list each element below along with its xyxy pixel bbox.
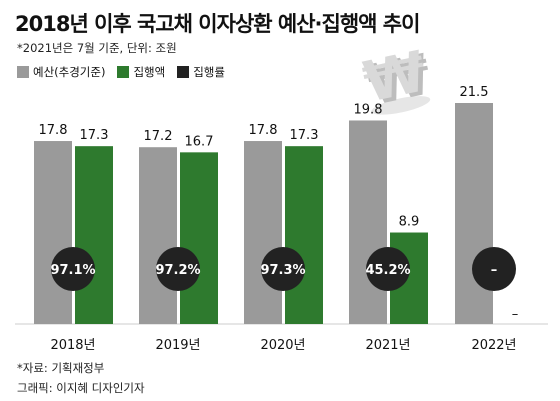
bar-executed: [75, 146, 113, 324]
legend-item-budget: 예산(추경기준): [17, 64, 105, 80]
bar-budget: [349, 120, 387, 324]
chart-title: 2018년 이후 국고채 이자상환 예산·집행액 추이: [15, 12, 420, 36]
bar-budget: [34, 141, 72, 324]
source-note: *자료: 기획재정부: [17, 361, 105, 375]
rate-label: –: [491, 263, 498, 278]
bar-executed: [285, 146, 323, 324]
legend-label-executed: 집행액: [133, 65, 166, 79]
rate-circle: [472, 247, 516, 291]
data-label-budget: 21.5: [460, 85, 489, 100]
rate-label: 97.3%: [260, 263, 305, 278]
x-tick-label: 2018년: [50, 338, 95, 353]
x-tick-label: 2022년: [471, 338, 516, 353]
chart-legend: 예산(추경기준) 집행액 집행률: [17, 64, 237, 80]
won-symbol-icon: ₩ ₩: [358, 39, 437, 119]
svg-text:₩: ₩: [358, 39, 432, 115]
data-label-budget: 17.8: [39, 123, 68, 138]
bar-executed: [180, 152, 218, 324]
legend-item-executed: 집행액: [117, 64, 165, 80]
rate-label: 45.2%: [365, 263, 410, 278]
rate-circle: [51, 247, 95, 291]
data-label-budget: 17.2: [144, 129, 173, 144]
bar-budget: [455, 103, 493, 324]
legend-swatch-executed: [117, 66, 130, 78]
legend-label-budget: 예산(추경기준): [33, 65, 106, 79]
data-label-executed: 16.7: [185, 134, 214, 149]
data-label-executed: 8.9: [399, 215, 420, 230]
x-tick-label: 2021년: [365, 338, 410, 353]
graphic-credit: 그래픽: 이지혜 디자인기자: [17, 381, 145, 395]
svg-text:₩: ₩: [363, 42, 437, 118]
data-label-executed: –: [512, 307, 519, 322]
legend-swatch-budget: [17, 66, 29, 78]
rate-circle: [261, 247, 305, 291]
legend-swatch-rate: [177, 66, 190, 78]
legend-label-rate: 집행률: [193, 65, 225, 79]
bar-budget: [139, 147, 177, 324]
data-label-executed: 17.3: [80, 128, 109, 143]
chart-note: *2021년은 7월 기준, 단위: 조원: [17, 41, 177, 55]
bar-budget: [244, 141, 282, 324]
x-tick-label: 2020년: [260, 338, 305, 353]
rate-circle: [156, 247, 200, 291]
data-label-budget: 19.8: [354, 102, 383, 117]
data-label-budget: 17.8: [249, 123, 278, 138]
data-label-executed: 17.3: [290, 128, 319, 143]
rate-circle: [366, 247, 410, 291]
rate-label: 97.1%: [50, 263, 95, 278]
legend-item-rate: 집행률: [177, 64, 225, 80]
rate-label: 97.2%: [155, 263, 200, 278]
x-tick-label: 2019년: [155, 338, 200, 353]
